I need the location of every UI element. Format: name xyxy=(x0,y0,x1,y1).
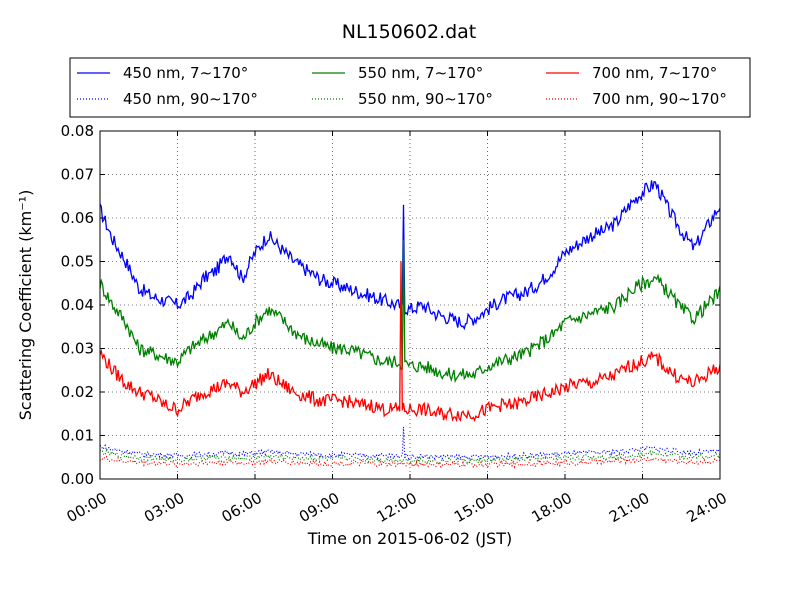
legend: 450 nm, 7∼170° 550 nm, 7∼170° 700 nm, 7∼17… xyxy=(69,57,751,118)
y-tick-label: 0.05 xyxy=(61,253,94,271)
grid xyxy=(99,130,721,480)
legend-frame xyxy=(69,57,751,118)
y-tick-label: 0.08 xyxy=(61,122,94,140)
y-tick-label: 0.00 xyxy=(61,470,94,488)
x-tick-label: 24:00 xyxy=(684,489,730,526)
y-axis: 0.00 0.01 0.02 0.03 0.04 0.05 0.06 0.07 0.08 xyxy=(61,122,720,488)
chart-title: NL150602.dat xyxy=(342,21,477,43)
legend-label: 700 nm, 90∼170° xyxy=(592,90,727,108)
series-layer xyxy=(99,180,721,469)
x-tick-label: 12:00 xyxy=(374,489,420,526)
legend-label: 700 nm, 7∼170° xyxy=(592,64,717,82)
series-line xyxy=(99,180,721,331)
y-axis-label: Scattering Coefficient (km⁻¹) xyxy=(16,190,35,421)
series-line xyxy=(99,261,721,423)
x-tick-label: 03:00 xyxy=(141,489,187,526)
legend-label: 550 nm, 90∼170° xyxy=(358,90,493,108)
x-tick-label: 00:00 xyxy=(64,489,110,526)
x-tick-label: 21:00 xyxy=(606,489,652,526)
x-axis: 00:00 03:00 06:00 09:00 12:00 15:00 18:00 21:00… xyxy=(64,131,730,526)
series-line xyxy=(99,455,721,469)
y-tick-label: 0.03 xyxy=(61,340,94,358)
y-tick-label: 0.06 xyxy=(61,209,94,227)
legend-label: 550 nm, 7∼170° xyxy=(358,64,483,82)
y-tick-label: 0.01 xyxy=(61,427,94,445)
legend-label: 450 nm, 90∼170° xyxy=(123,90,258,108)
series-line xyxy=(99,239,721,384)
y-tick-label: 0.07 xyxy=(61,166,94,184)
series-line xyxy=(99,449,721,466)
x-tick-label: 09:00 xyxy=(296,489,342,526)
x-tick-label: 06:00 xyxy=(219,489,265,526)
x-tick-label: 15:00 xyxy=(451,489,497,526)
y-tick-label: 0.02 xyxy=(61,383,94,401)
legend-label: 450 nm, 7∼170° xyxy=(123,64,248,82)
x-axis-label: Time on 2015-06-02 (JST) xyxy=(307,529,512,548)
x-tick-label: 18:00 xyxy=(529,489,575,526)
y-tick-label: 0.04 xyxy=(61,296,94,314)
